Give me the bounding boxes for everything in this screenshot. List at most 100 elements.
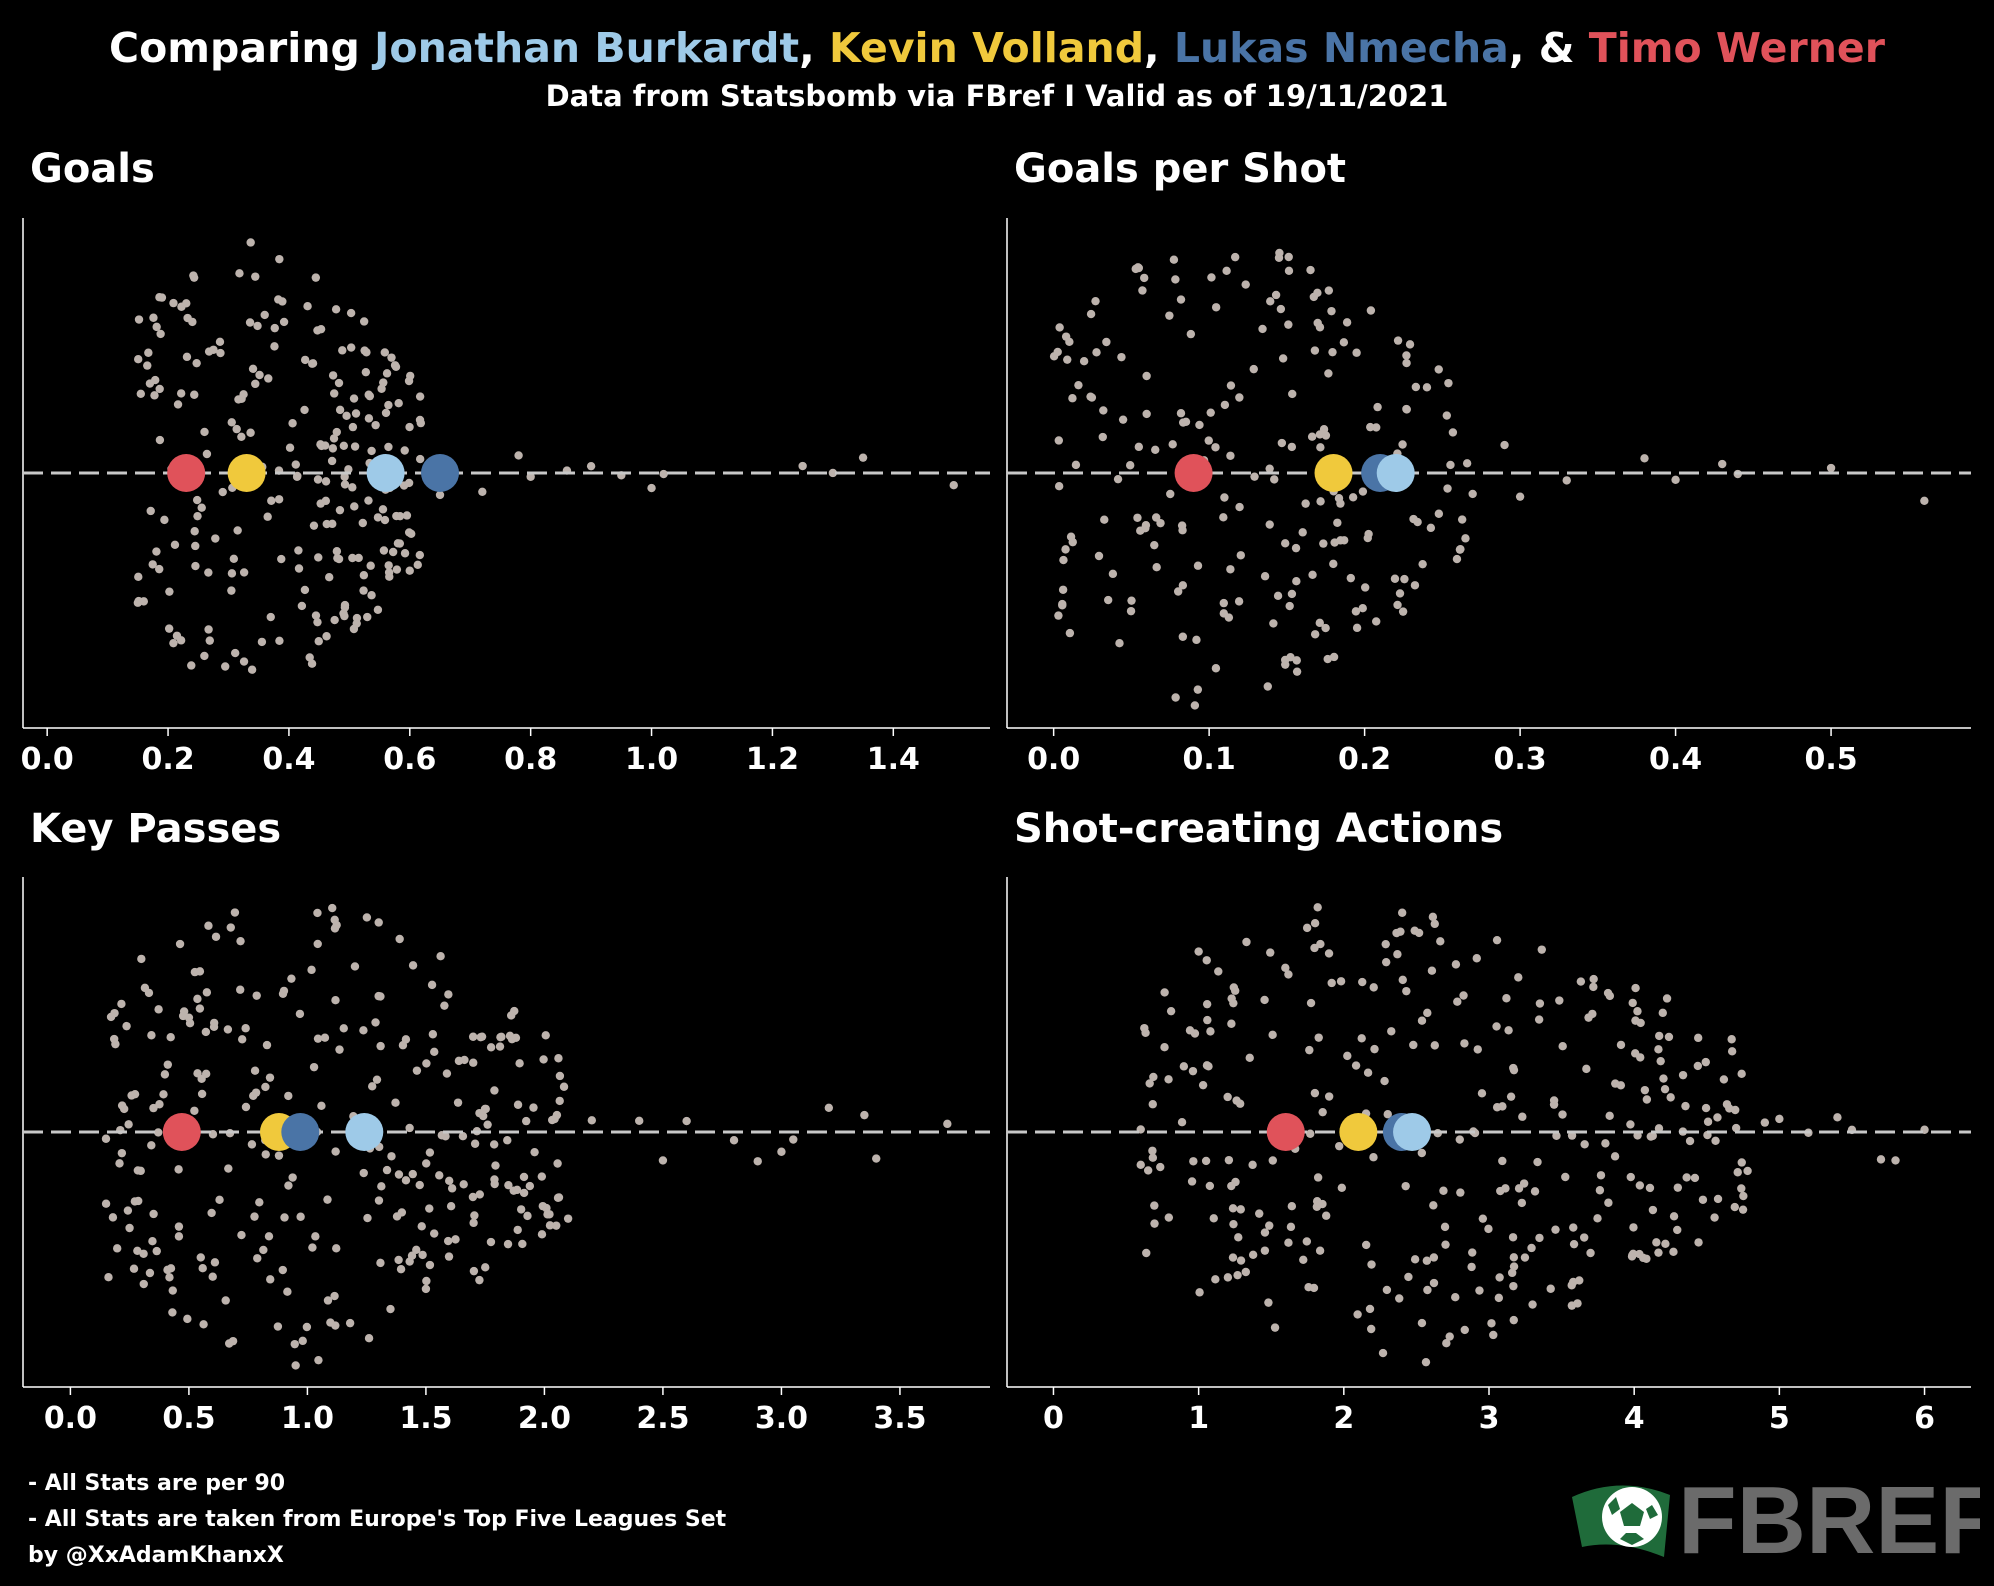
population-dot	[367, 591, 376, 600]
x-tick-label: 0.2	[141, 742, 194, 777]
population-dot	[1659, 1074, 1668, 1083]
population-dot	[200, 651, 209, 661]
population-dot	[1187, 1177, 1197, 1186]
population-dot	[1309, 292, 1319, 302]
x-tick-label: 4	[1624, 1401, 1645, 1436]
population-dot	[1443, 484, 1452, 493]
population-dot	[1429, 1278, 1439, 1288]
population-dot	[798, 461, 807, 471]
population-dot	[382, 369, 392, 378]
population-dot	[1206, 1027, 1215, 1036]
population-dot	[335, 1045, 344, 1054]
population-dot	[1448, 428, 1458, 437]
population-dot	[1235, 393, 1244, 402]
population-dot	[1673, 1183, 1683, 1192]
population-dot	[1690, 1173, 1700, 1183]
population-dot	[169, 638, 178, 648]
population-dot	[1286, 1222, 1296, 1232]
population-dot	[1589, 974, 1598, 984]
population-dot	[1099, 406, 1108, 415]
population-dot	[1535, 1233, 1544, 1243]
panel-title-key-passes: Key Passes	[30, 806, 282, 852]
population-dot	[1405, 340, 1415, 349]
population-dot	[133, 1246, 142, 1255]
population-dot	[1549, 1096, 1559, 1105]
population-dot	[1681, 1101, 1690, 1111]
population-dot	[1281, 539, 1290, 548]
population-dot	[202, 449, 212, 459]
population-dot	[248, 364, 258, 373]
population-dot	[321, 477, 331, 486]
population-dot	[1178, 581, 1188, 590]
chart-subtitle: Data from Statsbomb via FBref I Valid as…	[545, 79, 1449, 113]
population-dot	[101, 1199, 111, 1208]
population-dot	[1316, 497, 1325, 506]
population-dot	[530, 1147, 539, 1157]
population-dot	[1460, 1325, 1469, 1335]
population-dot	[1739, 1191, 1748, 1201]
player-marker-nmecha	[281, 1113, 320, 1151]
population-dot	[1730, 1202, 1739, 1212]
population-dot	[1150, 1219, 1159, 1228]
population-dot	[1315, 618, 1324, 628]
population-dot	[1049, 352, 1059, 361]
population-dot	[332, 1244, 341, 1253]
population-dot	[392, 511, 401, 521]
population-dot	[872, 1154, 881, 1163]
population-dot	[274, 1151, 284, 1160]
population-dot	[1654, 1248, 1663, 1257]
population-dot	[236, 985, 245, 994]
population-dot	[190, 527, 199, 536]
population-dot	[279, 317, 289, 327]
player-marker-burkardt	[345, 1113, 384, 1151]
population-dot	[518, 1239, 527, 1249]
population-dot	[1402, 405, 1411, 414]
population-dot	[1372, 617, 1381, 626]
population-dot	[166, 1264, 176, 1273]
population-dot	[117, 1148, 127, 1158]
population-dot	[490, 1086, 499, 1095]
population-dot	[115, 1159, 124, 1168]
population-dot	[475, 1108, 484, 1118]
population-dot	[331, 1147, 340, 1156]
population-dot	[1711, 1136, 1720, 1145]
population-dot	[216, 348, 225, 358]
population-dot	[1737, 1184, 1746, 1193]
population-dot	[359, 1168, 368, 1178]
population-dot	[1352, 348, 1361, 357]
population-dot	[446, 1202, 456, 1211]
population-dot	[1249, 364, 1258, 374]
population-dot	[1178, 526, 1187, 535]
population-dot	[1507, 1268, 1517, 1278]
population-dot	[1404, 1272, 1413, 1282]
population-dot	[211, 534, 220, 543]
population-dot	[1430, 919, 1439, 929]
population-dot	[364, 390, 373, 399]
population-dot	[1673, 1225, 1682, 1235]
population-dot	[1367, 1260, 1376, 1269]
population-dot	[1666, 1093, 1675, 1102]
population-dot	[1580, 1140, 1589, 1149]
population-dot	[313, 617, 322, 627]
population-dot	[1555, 996, 1564, 1005]
population-dot	[1353, 1310, 1362, 1319]
population-dot	[1573, 1299, 1582, 1308]
population-dot	[407, 1251, 417, 1260]
population-dot	[130, 1089, 140, 1099]
population-dot	[1411, 382, 1421, 392]
population-dot	[154, 1128, 163, 1137]
population-dot	[543, 1210, 552, 1219]
population-dot	[1220, 493, 1229, 502]
population-dot	[253, 321, 262, 331]
population-dot	[1316, 443, 1325, 452]
title-player-nmecha: Lukas Nmecha	[1173, 24, 1509, 72]
population-dot	[1418, 559, 1427, 569]
population-dot	[366, 561, 375, 570]
population-dot	[1255, 1209, 1264, 1218]
population-dot	[156, 329, 165, 339]
population-dot	[1189, 1157, 1198, 1166]
population-dot	[1287, 1202, 1297, 1211]
population-dot	[230, 648, 240, 658]
population-dot	[280, 1213, 289, 1222]
population-dot	[204, 347, 214, 356]
